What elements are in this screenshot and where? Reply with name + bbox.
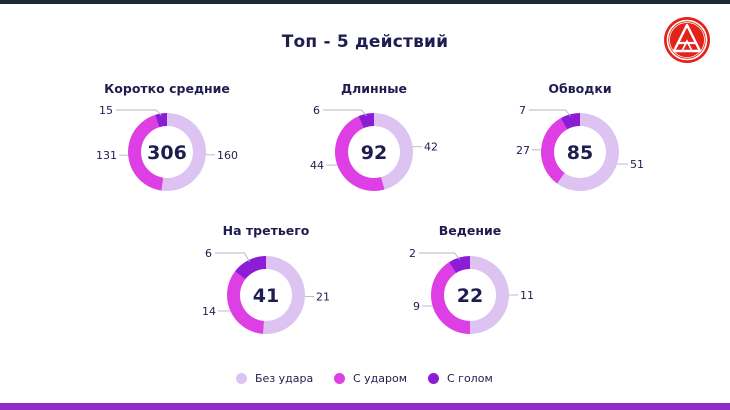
data-label-with-goal: 15 (99, 104, 113, 117)
label-leader-line (529, 109, 571, 117)
chart-title: Обводки (548, 81, 611, 96)
donut-segment-no-shot (470, 256, 509, 334)
donut-chart: Коротко средние 306 160 131 15 (96, 81, 238, 191)
donut-segment-no-shot (263, 256, 305, 334)
legend-item-with-goal: С голом (428, 372, 493, 385)
donut-chart: Ведение 22 11 9 2 (409, 223, 534, 334)
legend: Без удара С ударом С голом (0, 372, 730, 388)
legend-item-with-shot: С ударом (334, 372, 407, 385)
data-label-with-goal: 7 (519, 104, 526, 117)
donut-segment-with-shot (430, 262, 470, 334)
donut-total: 306 (147, 142, 187, 164)
top-border (0, 0, 730, 4)
chart-title: На третьего (223, 223, 310, 238)
donut-total: 85 (567, 142, 593, 164)
donut-segment-no-shot (374, 113, 413, 190)
donut-chart: Обводки 85 51 27 7 (516, 81, 644, 191)
data-label-with-shot: 131 (96, 149, 117, 162)
data-label-no-shot: 42 (424, 141, 438, 154)
donut-segment-with-shot (541, 118, 568, 184)
chart-title: Ведение (439, 223, 501, 238)
legend-label: Без удара (255, 372, 314, 385)
donut-segment-with-goal (155, 113, 167, 128)
legend-swatch-no-shot (236, 373, 247, 384)
label-leader-line (116, 109, 162, 116)
page-title: Топ - 5 действий (281, 32, 449, 52)
legend-swatch-with-goal (428, 373, 439, 384)
donut-total: 22 (457, 285, 483, 307)
label-leader-line (419, 252, 460, 260)
data-label-with-goal: 2 (409, 247, 416, 260)
donut-segment-with-shot (127, 114, 164, 191)
donut-total: 41 (253, 285, 279, 307)
donut-total: 92 (361, 142, 387, 164)
data-label-with-shot: 9 (413, 300, 420, 313)
donut-segment-with-goal (234, 256, 266, 280)
donut-chart: Длинные 92 42 44 6 (310, 81, 438, 191)
bottom-border (0, 403, 730, 410)
club-logo-icon (664, 17, 710, 63)
donut-segment-with-shot (226, 271, 265, 334)
data-label-no-shot: 21 (316, 290, 330, 303)
data-label-with-shot: 44 (310, 159, 324, 172)
legend-label: С голом (447, 372, 493, 385)
chart-title: Коротко средние (104, 81, 230, 96)
data-label-with-shot: 14 (202, 305, 216, 318)
donut-chart: На третьего 41 21 14 6 (202, 223, 330, 334)
data-label-no-shot: 51 (630, 158, 644, 171)
donut-segment-with-goal (448, 256, 470, 274)
label-leader-line (323, 109, 367, 117)
label-leader-line (215, 252, 250, 263)
donut-segment-with-goal (358, 113, 374, 129)
data-label-no-shot: 11 (520, 289, 534, 302)
data-label-with-shot: 27 (516, 144, 530, 157)
legend-swatch-with-shot (334, 373, 345, 384)
legend-label: С ударом (353, 372, 408, 385)
data-label-with-goal: 6 (205, 247, 212, 260)
donut-segment-with-goal (560, 113, 580, 130)
donut-segment-with-shot (335, 116, 385, 191)
chart-title: Длинные (341, 81, 407, 96)
legend-item-no-shot: Без удара (236, 372, 313, 385)
donut-segment-no-shot (161, 113, 206, 191)
donut-segment-no-shot (557, 113, 619, 191)
data-label-no-shot: 160 (217, 149, 238, 162)
data-label-with-goal: 6 (313, 104, 320, 117)
